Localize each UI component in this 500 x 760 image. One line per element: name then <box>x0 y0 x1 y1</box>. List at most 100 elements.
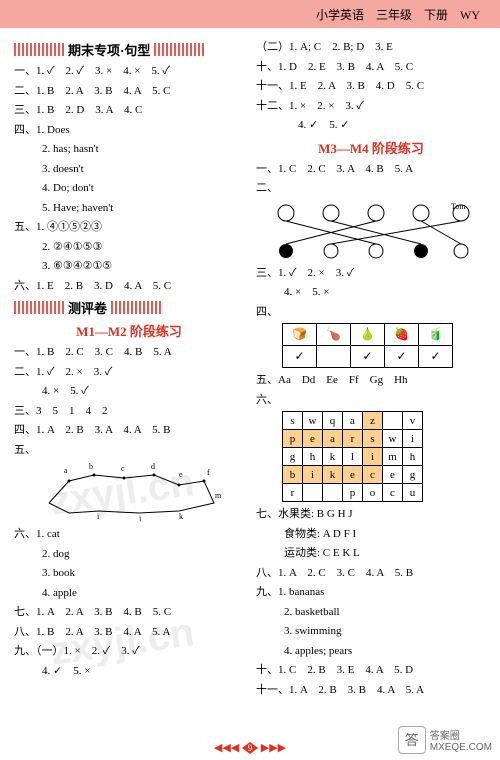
ws-cell: e <box>343 466 363 484</box>
ws-cell: u <box>403 484 423 502</box>
svg-text:Tom: Tom <box>451 202 466 211</box>
table-row: 🍞 🍗 🍐 🍓 🧃 <box>283 324 453 346</box>
section-title: 期末专项·句型 <box>68 40 150 59</box>
ws-cell: p <box>283 430 303 448</box>
table-cell: 🍞 <box>283 324 317 346</box>
answer-line: 4. Do; don't <box>14 180 244 197</box>
answer-line: 2. ②④①⑤③ <box>14 239 244 256</box>
ws-cell: s <box>363 430 383 448</box>
page-num-badge: 9 <box>242 742 258 754</box>
stripe-icon <box>14 43 64 56</box>
answer-line: 二、1. B 2. A 3. B 4. A 5. C <box>14 83 244 100</box>
answer-line: 四、1. A 2. B 3. A 4. A 5. B <box>14 422 244 439</box>
answer-line: 十一、1. A 2. B 3. B 4. A 5. A <box>256 682 486 699</box>
table-cell: 🍗 <box>317 324 351 346</box>
ws-cell: z <box>363 412 383 430</box>
check-table: 🍞 🍗 🍐 🍓 🧃 ✓ ✓ ✓ ✓ <box>282 323 453 368</box>
answer-line: 五、1. ④①⑤②③ <box>14 219 244 236</box>
ws-cell: e <box>383 466 403 484</box>
answer-line: 2. basketball <box>256 604 486 621</box>
svg-text:k: k <box>179 512 183 521</box>
answer-line: 二、1. ✓ 2. × 3. ✓ <box>14 364 244 381</box>
answer-line: 一、1. C 2. C 3. A 4. B 5. A <box>256 161 486 178</box>
answer-line: 5. Have; haven't <box>14 200 244 217</box>
answer-line: 一、1. B 2. C 3. C 4. B 5. A <box>14 344 244 361</box>
ws-cell: i <box>303 466 323 484</box>
page-header: 小学英语 三年级 下册 WY <box>0 0 500 28</box>
table-cell: ✓ <box>419 346 453 368</box>
arrow-icon: ▶▶▶ <box>261 742 286 754</box>
ws-cell: p <box>343 484 363 502</box>
ws-cell: k <box>323 466 343 484</box>
ws-cell <box>323 484 343 502</box>
answer-line: 2. has; hasn't <box>14 141 244 158</box>
logo-icon: 答 <box>398 726 426 754</box>
answer-line: 3. book <box>14 565 244 582</box>
answer-line: 4. × 5. ✓ <box>14 383 244 400</box>
answer-line: 十、1. D 2. E 3. B 4. A 5. C <box>256 59 486 76</box>
ws-cell: r <box>283 484 303 502</box>
table-row: bikeceg <box>283 466 423 484</box>
answer-line: 4. × 5. × <box>256 284 486 301</box>
section-header-1: 期末专项·句型 <box>14 40 244 59</box>
ws-cell: w <box>383 430 403 448</box>
ws-cell: c <box>363 466 383 484</box>
table-row: pearswi <box>283 430 423 448</box>
right-column: （二）1. A; C 2. B; D 3. E 十、1. D 2. E 3. B… <box>256 36 486 701</box>
answer-line: 4. apples; pears <box>256 643 486 660</box>
answer-line: 4. ✓ 5. × <box>14 663 244 680</box>
header-text: 小学英语 三年级 下册 WY <box>316 6 480 23</box>
table-cell: 🧃 <box>419 324 453 346</box>
ws-cell: r <box>343 430 363 448</box>
brand-logo: 答 答案圈 MXEQE.COM <box>398 726 492 754</box>
answer-line: 四、1. Does <box>14 122 244 139</box>
answer-line: 4. apple <box>14 585 244 602</box>
table-row: ghklimh <box>283 448 423 466</box>
answer-line: 三、3 5 1 4 2 <box>14 403 244 420</box>
ws-cell: a <box>343 412 363 430</box>
svg-text:b: b <box>89 463 93 471</box>
table-cell: 🍐 <box>351 324 385 346</box>
module-title: M1—M2 阶段练习 <box>14 321 244 340</box>
ws-cell: c <box>383 484 403 502</box>
ws-cell <box>303 484 323 502</box>
table-row: r pocu <box>283 484 423 502</box>
answer-line: 九、1. bananas <box>256 584 486 601</box>
ws-cell: g <box>283 448 303 466</box>
ws-cell: b <box>283 466 303 484</box>
brand-text: 答案圈 <box>430 727 492 742</box>
svg-text:a: a <box>64 466 68 475</box>
answer-line: 3. ⑥③④②①⑤ <box>14 258 244 275</box>
wordsearch-table: swqazvpearswighklimhbikecegrpocu <box>282 411 423 502</box>
svg-text:m: m <box>215 491 222 500</box>
answer-line: 一、1. ✓ 2. ✓ 3. × 4. × 5. ✓ <box>14 63 244 80</box>
answer-line: 三、1. ✓ 2. × 3. ✓ <box>256 265 486 282</box>
answer-line: 二、 <box>256 180 486 197</box>
answer-line: 六、1. E 2. B 3. D 4. A 5. C <box>14 278 244 295</box>
table-cell: ✓ <box>385 346 419 368</box>
answer-line: 八、1. A 2. C 3. C 4. A 5. B <box>256 565 486 582</box>
matching-diagram: Tom <box>256 200 486 262</box>
ws-cell: e <box>303 430 323 448</box>
stripe-icon <box>14 301 64 314</box>
table-cell: ✓ <box>351 346 385 368</box>
ws-cell: o <box>363 484 383 502</box>
table-row: swqazv <box>283 412 423 430</box>
ws-cell: a <box>323 430 343 448</box>
ws-cell: i <box>403 430 423 448</box>
brand-url: MXEQE.COM <box>430 742 492 753</box>
answer-line: 三、1. B 2. D 3. A 4. C <box>14 102 244 119</box>
answer-line: 六、1. cat <box>14 526 244 543</box>
stripe-icon <box>111 301 161 314</box>
module-title: M3—M4 阶段练习 <box>256 138 486 157</box>
arrow-icon: ◀◀◀ <box>214 742 239 754</box>
table-row: ✓ ✓ ✓ ✓ <box>283 346 453 368</box>
answer-line: 十一、1. E 2. A 3. B 4. D 5. C <box>256 78 486 95</box>
answer-line: 3. swimming <box>256 623 486 640</box>
ws-cell: q <box>323 412 343 430</box>
ws-cell: g <box>403 466 423 484</box>
stripe-icon <box>154 43 204 56</box>
answer-line: 五、Aa Dd Ee Ff Gg Hh <box>256 372 486 389</box>
answer-line: 运动类: C E K L <box>256 545 486 562</box>
ws-cell: v <box>403 412 423 430</box>
